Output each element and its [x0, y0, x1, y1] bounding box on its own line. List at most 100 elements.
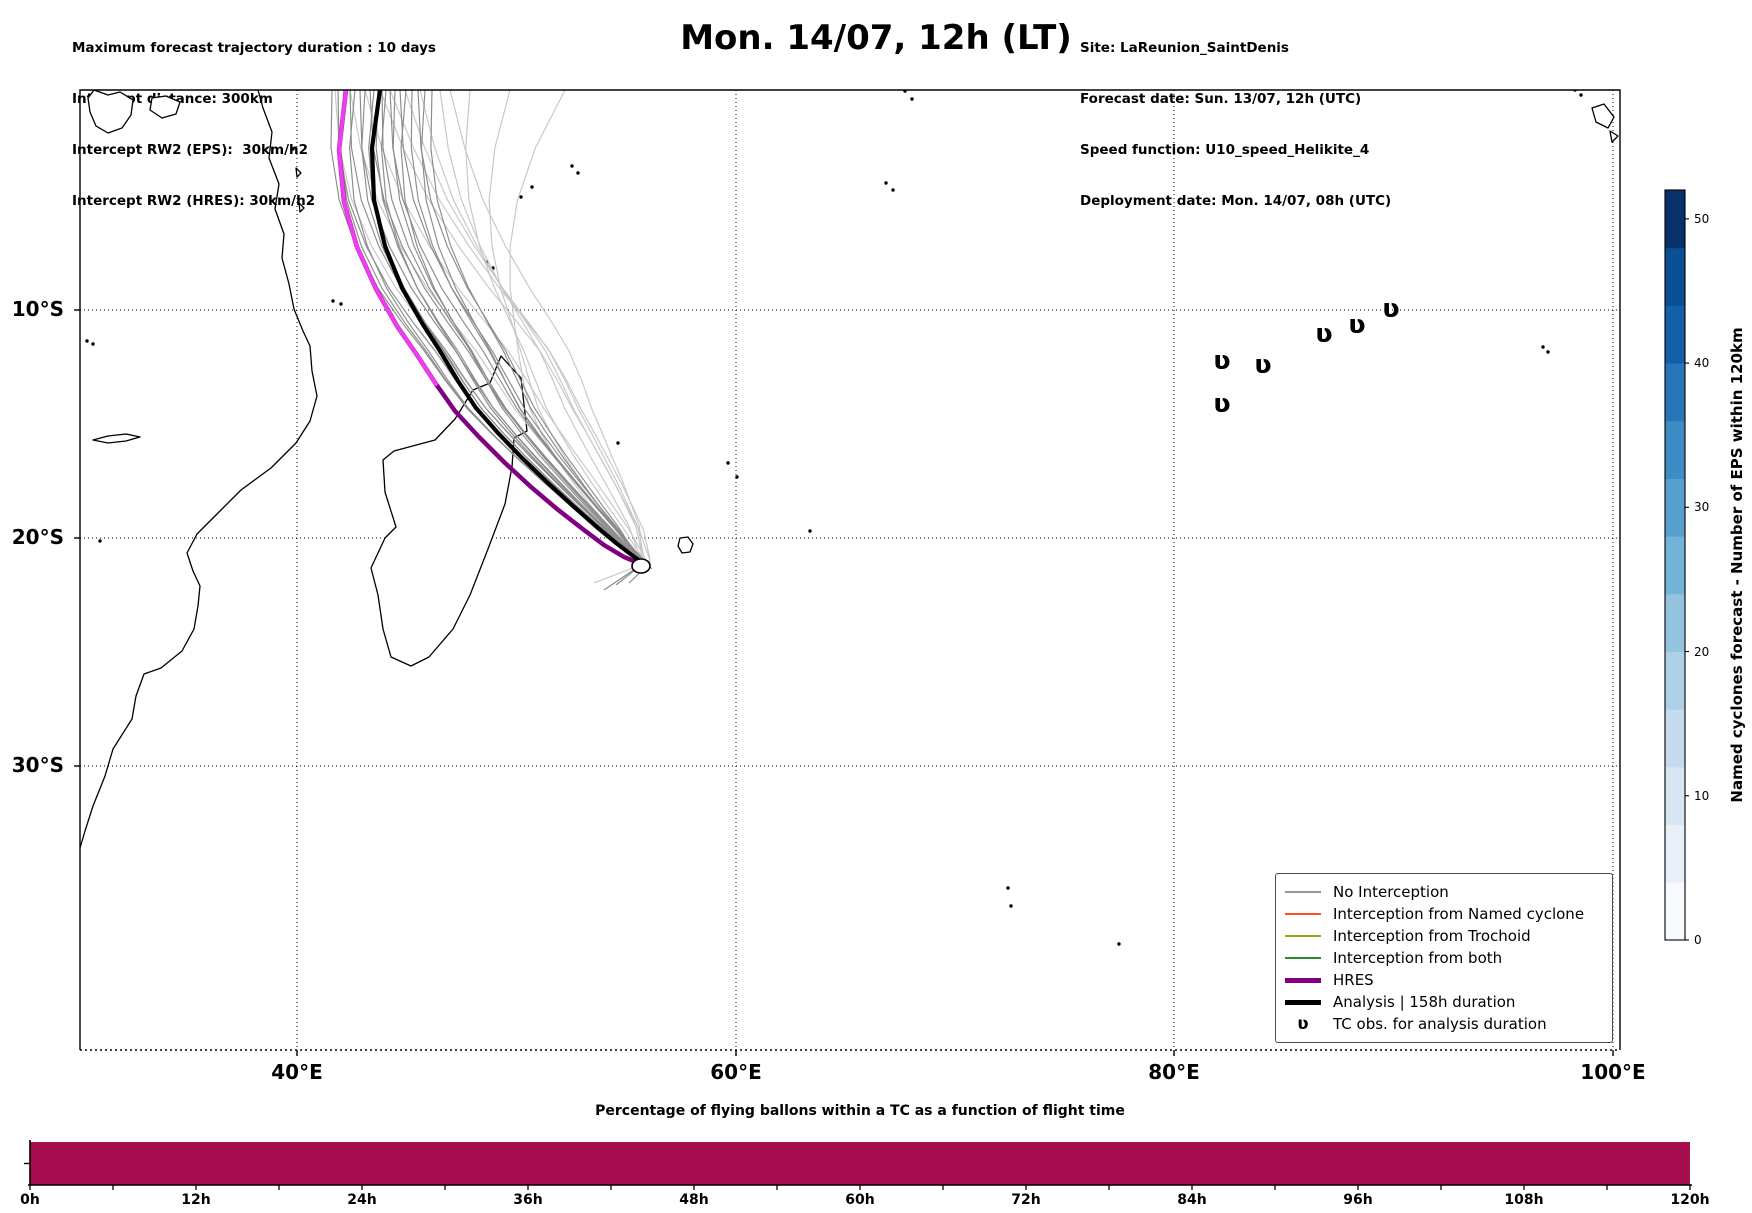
- colorbar-segment: [1665, 824, 1685, 883]
- ensemble-track-light: [389, 90, 651, 567]
- ensemble-track: [430, 90, 639, 561]
- islet-dot: [735, 475, 739, 479]
- colorbar-segment: [1665, 593, 1685, 653]
- bar-x-tick-label: 0h: [20, 1192, 40, 1208]
- lat-tick-label: 30°S: [11, 753, 64, 777]
- legend-item-label: HRES: [1333, 971, 1374, 989]
- colorbar-segment: [1665, 766, 1685, 826]
- tc-observation-symbol: ʋ: [1315, 319, 1332, 349]
- bar-x-tick-label: 120h: [1670, 1192, 1710, 1208]
- legend-line-swatch: [1285, 957, 1321, 959]
- ensemble-track-light: [465, 90, 649, 567]
- figure-title: Mon. 14/07, 12h (LT): [680, 18, 1072, 58]
- hres-track-magenta: [336, 90, 438, 386]
- bar-x-tick-label: 84h: [1177, 1192, 1207, 1208]
- islet-dot: [339, 302, 343, 306]
- legend-line-swatch: [1285, 935, 1321, 937]
- coastline-island: [87, 90, 134, 134]
- site-line: Speed function: U10_speed_Helikite_4: [1080, 142, 1370, 158]
- islet-dot: [576, 171, 580, 175]
- ensemble-track-light: [449, 90, 643, 561]
- lon-tick-label: 60°E: [710, 1060, 762, 1084]
- colorbar-segment: [1665, 363, 1685, 422]
- tc-symbol-icon: ʋ: [1297, 1013, 1309, 1034]
- lon-tick-label: 40°E: [271, 1060, 323, 1084]
- colorbar-tick-label: 20: [1694, 645, 1710, 659]
- legend-item: ʋ TC obs. for analysis duration: [1285, 1013, 1603, 1035]
- islet-dot: [291, 147, 295, 151]
- islet-dot: [910, 97, 914, 101]
- ensemble-track-light: [379, 90, 643, 562]
- colorbar-segment: [1665, 305, 1685, 364]
- colorbar-tick-label: 10: [1694, 789, 1710, 803]
- bar-x-tick-label: 72h: [1011, 1192, 1041, 1208]
- settings-line: Maximum forecast trajectory duration : 1…: [72, 40, 436, 56]
- colorbar-segment: [1665, 536, 1685, 595]
- bar-x-tick-label: 48h: [679, 1192, 709, 1208]
- bar-x-tick-label: 24h: [347, 1192, 377, 1208]
- legend-item: Interception from both: [1285, 947, 1603, 969]
- islet-dot: [1117, 942, 1121, 946]
- tc-observation-symbol: ʋ: [1348, 310, 1365, 340]
- colorbar-segment: [1665, 709, 1685, 768]
- colorbar-segment: [1665, 190, 1685, 249]
- colorbar-frame: [1664, 189, 1686, 941]
- legend-line-swatch: [1285, 913, 1321, 915]
- islet-dot: [98, 539, 102, 543]
- bar-x-tick-label: 60h: [845, 1192, 875, 1208]
- islet-dot: [1006, 886, 1010, 890]
- balloon-percentage-bar: [30, 1142, 1690, 1185]
- legend-item-label: TC obs. for analysis duration: [1333, 1015, 1547, 1033]
- settings-line: Intercept RW2 (EPS): 30km/h2: [72, 142, 308, 158]
- legend-item: Interception from Trochoid: [1285, 925, 1603, 947]
- islet-dot: [85, 339, 89, 343]
- site-line: Forecast date: Sun. 13/07, 12h (UTC): [1080, 91, 1362, 107]
- ensemble-track: [380, 90, 643, 564]
- ensemble-track: [400, 90, 642, 563]
- legend-line-swatch: [1285, 891, 1321, 893]
- colorbar-axis-label: Named cyclones forecast - Number of EPS …: [1728, 327, 1746, 803]
- coastline-island: [1591, 103, 1615, 129]
- colorbar-segment: [1665, 247, 1685, 306]
- legend-item: Analysis | 158h duration: [1285, 991, 1603, 1013]
- coastline-island: [92, 433, 141, 444]
- map-frame: [79, 89, 1621, 1050]
- colorbar-segment: [1665, 882, 1685, 941]
- colorbar-tick-label: 40: [1694, 356, 1710, 370]
- site-line: Deployment date: Mon. 14/07, 08h (UTC): [1080, 193, 1392, 209]
- islet-dot: [1009, 904, 1013, 908]
- islet-dot: [808, 529, 812, 533]
- legend-line-swatch: [1285, 977, 1321, 983]
- bar-x-tick-label: 36h: [513, 1192, 543, 1208]
- islet-dot: [1579, 93, 1583, 97]
- ensemble-track: [392, 90, 640, 562]
- colorbar-tick-label: 30: [1694, 500, 1710, 514]
- islet-dot: [570, 164, 574, 168]
- coastline-island: [298, 202, 305, 213]
- ensemble-tail-stub: [593, 565, 639, 584]
- site-info-block: Site: LaReunion_SaintDenis Forecast date…: [1080, 6, 1391, 244]
- bar-x-tick-label: 108h: [1504, 1192, 1544, 1208]
- islet-dot: [891, 188, 895, 192]
- colorbar-segment: [1665, 651, 1685, 710]
- ensemble-track: [381, 90, 648, 567]
- lon-tick-label: 100°E: [1580, 1060, 1646, 1084]
- legend-item-label: Interception from Named cyclone: [1333, 905, 1585, 923]
- legend-item: Interception from Named cyclone: [1285, 903, 1603, 925]
- coastline-island: [295, 167, 302, 178]
- lon-tick-label: 80°E: [1148, 1060, 1200, 1084]
- site-line: Site: LaReunion_SaintDenis: [1080, 40, 1289, 56]
- coastline-island: [149, 95, 181, 119]
- islet-dot: [1541, 345, 1545, 349]
- coastline-island: [677, 536, 694, 554]
- colorbar-tick-label: 0: [1694, 933, 1702, 947]
- lat-tick-label: 20°S: [11, 525, 64, 549]
- islet-dot: [1546, 350, 1550, 354]
- lat-tick-label: 10°S: [11, 297, 64, 321]
- coastline-island: [370, 355, 528, 667]
- islet-dot: [884, 181, 888, 185]
- legend-item: No Interception: [1285, 881, 1603, 903]
- bar-x-tick-label: 96h: [1343, 1192, 1373, 1208]
- colorbar-tick-label: 50: [1694, 212, 1710, 226]
